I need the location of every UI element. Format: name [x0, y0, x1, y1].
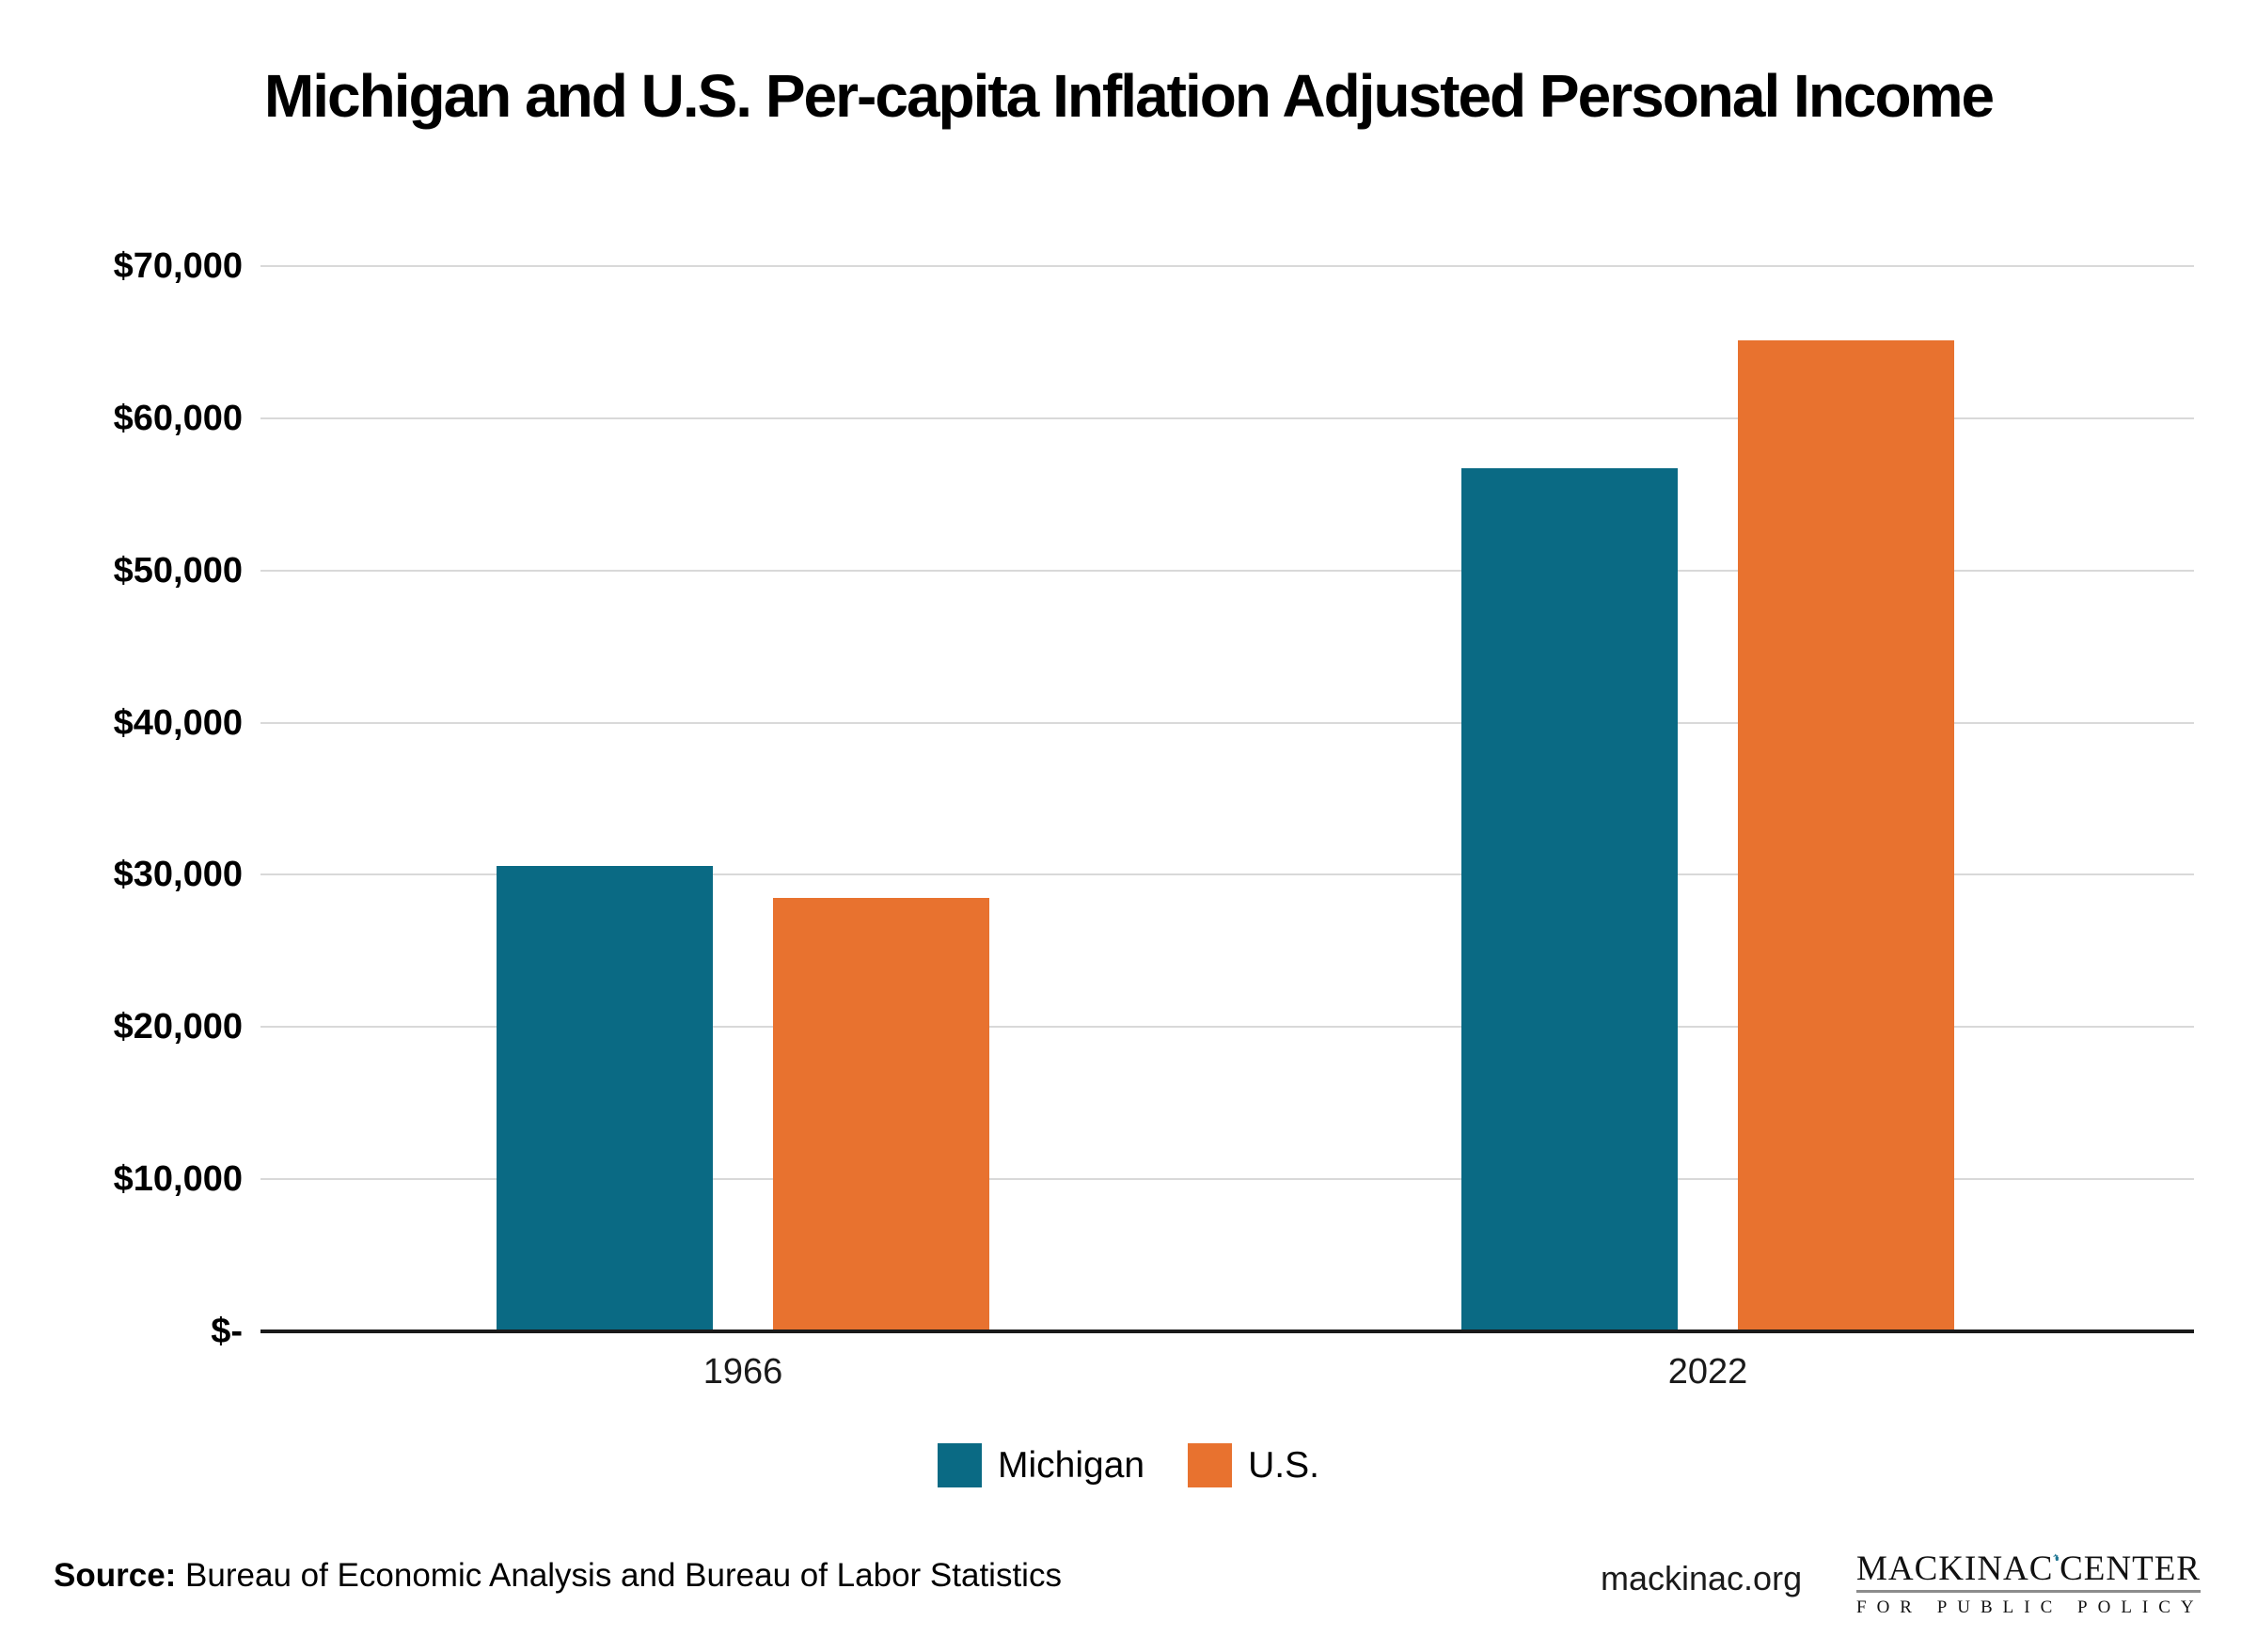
website-url: mackinac.org — [1601, 1559, 1803, 1597]
legend-item-us: U.S. — [1188, 1443, 1319, 1487]
legend-label-michigan: Michigan — [998, 1444, 1145, 1486]
x-tick-label-2022: 2022 — [1667, 1352, 1748, 1392]
bar-us-1966 — [773, 898, 989, 1331]
legend-swatch-us — [1188, 1443, 1233, 1487]
legend-label-us: U.S. — [1248, 1444, 1319, 1486]
y-tick-label-20000: $20,000 — [113, 1007, 243, 1047]
plot-area — [260, 265, 2194, 1333]
gridline-70000 — [260, 265, 2194, 267]
source-label: Source: — [54, 1557, 177, 1594]
y-tick-label-30000: $30,000 — [113, 855, 243, 895]
y-tick-label-60000: $60,000 — [113, 398, 243, 438]
y-tick-label-0: $- — [211, 1312, 243, 1351]
gridline-20000 — [260, 1026, 2194, 1029]
gridline-40000 — [260, 721, 2194, 724]
logo-wordmark: MACKINAC CENTER — [1856, 1527, 2201, 1586]
bar-us-2022 — [1738, 340, 1954, 1331]
x-tick-label-1966: 1966 — [702, 1352, 783, 1392]
bar-michigan-1966 — [497, 866, 713, 1331]
mackinac-center-logo: MACKINAC CENTER FOR PUBLIC POLICY — [1856, 1527, 2201, 1618]
source-text: Bureau of Economic Analysis and Bureau o… — [185, 1557, 1062, 1594]
bar-michigan-2022 — [1461, 468, 1678, 1331]
logo-tagline: FOR PUBLIC POLICY — [1856, 1597, 2204, 1617]
y-tick-label-70000: $70,000 — [113, 246, 243, 286]
legend-swatch-michigan — [938, 1443, 983, 1487]
legend-item-michigan: Michigan — [938, 1443, 1144, 1487]
source-note: Source: Bureau of Economic Analysis and … — [54, 1557, 1062, 1595]
y-tick-label-40000: $40,000 — [113, 702, 243, 743]
michigan-state-icon — [2053, 1553, 2060, 1561]
y-tick-label-10000: $10,000 — [113, 1159, 243, 1200]
y-tick-label-50000: $50,000 — [113, 550, 243, 590]
gridline-60000 — [260, 417, 2194, 419]
chart-title: Michigan and U.S. Per-capita Inflation A… — [263, 62, 1995, 130]
gridline-50000 — [260, 569, 2194, 572]
gridline-30000 — [260, 873, 2194, 876]
logo-text-mackinac: MACKINAC — [1856, 1550, 2054, 1588]
x-axis-line — [260, 1329, 2194, 1333]
gridline-10000 — [260, 1178, 2194, 1181]
logo-text-center: CENTER — [2060, 1550, 2201, 1588]
legend: Michigan U.S. — [0, 1443, 2257, 1487]
logo-divider — [1856, 1590, 2201, 1593]
